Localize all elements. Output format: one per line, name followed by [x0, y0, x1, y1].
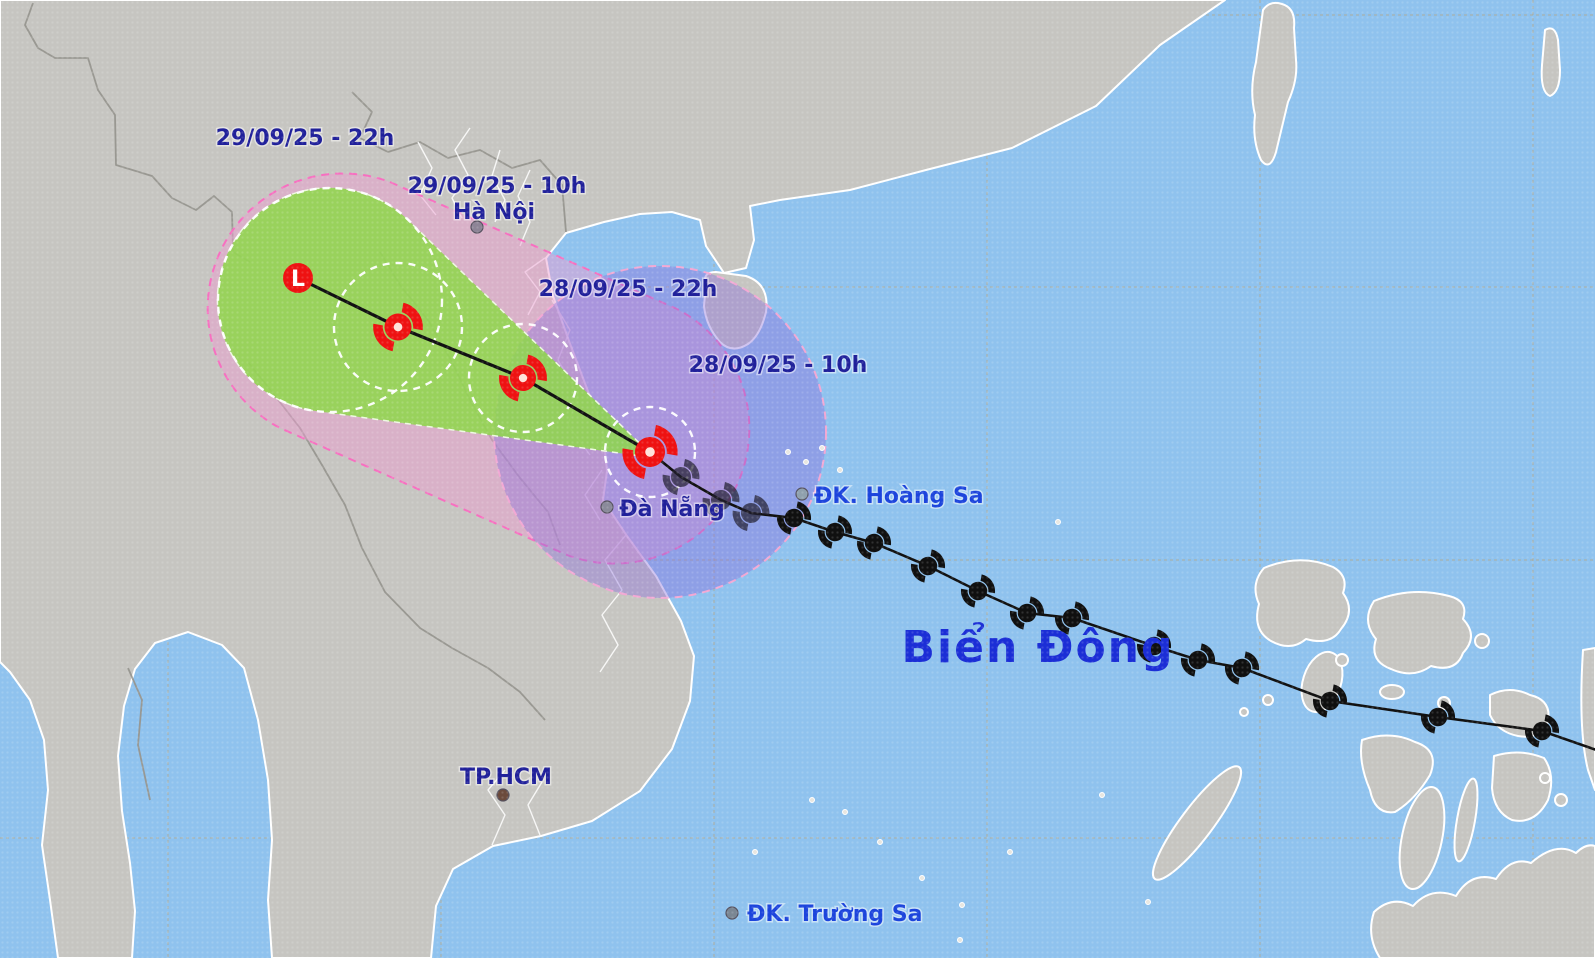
islet-speck [752, 849, 758, 855]
timestamp-label: 29/09/25 - 22h [216, 126, 395, 151]
place-dot [470, 220, 484, 234]
wind-radius-circle [467, 322, 579, 434]
place-dot [496, 788, 510, 802]
place-dot [795, 487, 809, 501]
islet-speck [1099, 792, 1105, 798]
wind-radius-circle [603, 405, 697, 499]
place-dots [470, 220, 809, 920]
timestamp-label: 28/09/25 - 10h [689, 353, 868, 378]
east-edge-island [1580, 647, 1595, 791]
islet-speck [842, 809, 848, 815]
islet-speck [877, 839, 883, 845]
palawan-island [1151, 765, 1243, 881]
islet-speck [809, 797, 815, 803]
islet-speck [1145, 899, 1151, 905]
luzon-island-east [1367, 591, 1472, 675]
islet-speck [959, 902, 965, 908]
mindanao-island [1370, 844, 1595, 958]
wind-radius-circle [332, 261, 464, 393]
small-island [1239, 707, 1249, 717]
sea-name-label: Biển Đông [901, 621, 1174, 673]
islet-speck [957, 937, 963, 943]
small-island [1379, 684, 1405, 700]
luzon-island-west [1254, 559, 1350, 647]
islet-speck [819, 445, 825, 451]
timestamp-label: 28/09/25 - 22h [539, 277, 718, 302]
place-dot [725, 906, 739, 920]
city-label-tphcm: TP.HCM [460, 765, 552, 790]
negros-island [1398, 785, 1446, 891]
poi-label-hoang-sa: ĐK. Hoàng Sa [814, 484, 984, 509]
uncertainty-circles [216, 186, 697, 499]
place-dot [600, 500, 614, 514]
bohol-island [1491, 751, 1553, 822]
poi-label-truong-sa: ĐK. Trường Sa [747, 902, 922, 927]
islet-speck [803, 459, 809, 465]
timestamp-label: 29/09/25 - 10h [408, 174, 587, 199]
islet-specks [752, 445, 1151, 943]
small-island [1335, 653, 1349, 667]
low-pressure-label: L [291, 267, 305, 292]
small-island [1262, 694, 1274, 706]
low-pressure-marker: L [283, 263, 313, 293]
forecast-track-line [297, 276, 651, 454]
batanes-island [1540, 27, 1561, 97]
cebu-island [1453, 777, 1479, 863]
hainan-island [703, 271, 768, 350]
islet-speck [1055, 519, 1061, 525]
map-labels: 29/09/25 - 22h 29/09/25 - 10h 28/09/25 -… [214, 125, 1174, 929]
panay-island [1360, 734, 1434, 814]
islet-speck [785, 449, 791, 455]
city-label-danang: Đà Nẵng [619, 496, 725, 522]
taiwan-island [1251, 1, 1298, 166]
islet-speck [837, 467, 843, 473]
wind-radius-circle [216, 186, 444, 414]
city-label-hanoi: Hà Nội [453, 200, 535, 225]
small-island [1539, 772, 1551, 784]
islet-speck [1007, 849, 1013, 855]
small-island [1474, 633, 1490, 649]
islet-speck [919, 875, 925, 881]
small-island [1554, 793, 1568, 807]
